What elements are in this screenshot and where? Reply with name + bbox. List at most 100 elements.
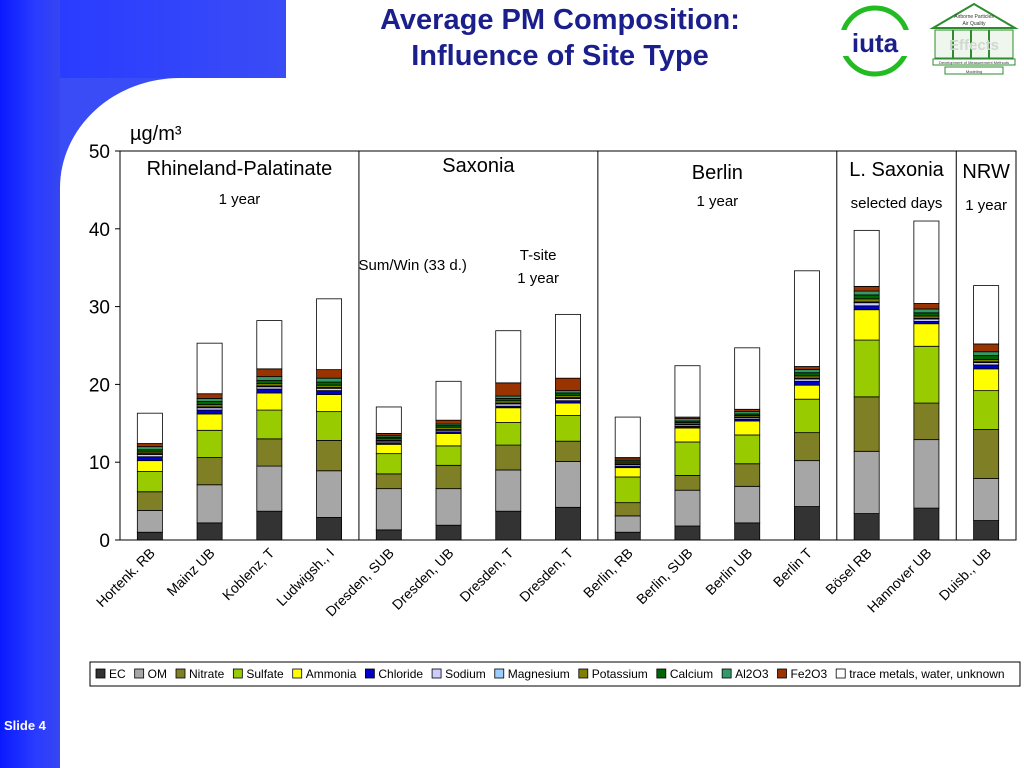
bar-segment: [375, 453, 402, 475]
bar-segment: [614, 502, 641, 517]
legend-entry: Al2O3: [735, 667, 769, 681]
bar-segment: [435, 524, 462, 541]
legend-entry: Fe2O3: [791, 667, 828, 681]
legend-entry: Calcium: [670, 667, 713, 681]
bar-segment: [256, 409, 283, 440]
iuta-logo: iuta: [835, 5, 915, 77]
bar-segment: [853, 229, 880, 287]
bar-segment: [495, 469, 522, 512]
bar-segment: [136, 412, 163, 444]
bar-segment: [196, 413, 223, 431]
bar-segment: [853, 298, 880, 303]
legend-entry: Sodium: [445, 667, 486, 681]
bar-segment: [375, 529, 402, 541]
bar-segment: [793, 372, 820, 377]
bar-segment: [793, 380, 820, 386]
bar-segment: [136, 460, 163, 472]
region-label: Berlin: [692, 162, 743, 184]
bar-segment: [495, 422, 522, 446]
x-tick-label: Berlin, SUB: [633, 545, 695, 607]
y-tick-label: 40: [89, 220, 110, 241]
region-note: 1 year: [219, 191, 261, 208]
bar-segment: [734, 434, 761, 465]
bar-segment: [793, 270, 820, 367]
region-note: 1 year: [965, 197, 1007, 214]
temple-word: Effects: [949, 37, 999, 54]
bar-segment: [256, 465, 283, 512]
bar-segment: [555, 506, 581, 541]
region-note: 1 year: [696, 193, 738, 210]
bar-segment: [495, 382, 522, 397]
legend-entry: Potassium: [592, 667, 648, 681]
bar-segment: [853, 450, 880, 514]
x-tick-label: Bösel RB: [822, 545, 875, 598]
bar-segment: [196, 409, 223, 415]
bar-segment: [793, 460, 820, 507]
x-tick-label: Duisb., UB: [936, 545, 995, 604]
bar-segment: [614, 515, 641, 533]
bar-segment: [136, 471, 163, 493]
bar-segment: [734, 420, 761, 436]
bar-segment: [973, 351, 1000, 357]
legend-swatch: [494, 668, 505, 679]
bar-segment: [256, 368, 283, 378]
bar-segment: [136, 531, 163, 541]
x-tick-label: Berlin UB: [702, 545, 755, 598]
x-tick-label: Ludwigsh., I: [273, 545, 337, 609]
bar-segment: [256, 376, 283, 381]
bar-segment: [853, 309, 880, 341]
region-label: NRW: [962, 161, 1010, 183]
bar-segment: [853, 339, 880, 398]
top-band: [60, 0, 286, 78]
bar-segment: [853, 285, 880, 292]
bar-segment: [196, 393, 223, 399]
bar-segment: [136, 510, 163, 533]
title-line-1: Average PM Composition:: [380, 4, 740, 36]
bar-segment: [973, 520, 1000, 541]
legend-swatch: [431, 668, 442, 679]
bar-segment: [734, 347, 761, 410]
legend-swatch: [656, 668, 667, 679]
temple-header: Airborne Particles: [954, 14, 994, 20]
legend-box: [89, 661, 1021, 687]
bar-segment: [256, 438, 283, 467]
bar-segment: [136, 491, 163, 511]
bar-segment: [375, 473, 402, 490]
bar-segment: [435, 380, 462, 421]
bar-segment: [913, 507, 940, 541]
bar-segment: [136, 446, 163, 451]
bar-segment: [793, 366, 820, 371]
bar-segment: [674, 365, 701, 418]
bar-segment: [316, 517, 343, 541]
y-tick-label: 50: [89, 142, 110, 163]
sidebar-band: [0, 0, 60, 768]
y-tick-label: 30: [89, 298, 110, 319]
bar-segment: [555, 440, 581, 462]
bar-segment: [734, 485, 761, 524]
legend-entry: EC: [109, 667, 126, 681]
bar-segment: [674, 489, 701, 527]
bar-segment: [913, 439, 940, 509]
legend-entry: Chloride: [378, 667, 423, 681]
legend-entry: Ammonia: [306, 667, 357, 681]
slide-title: Average PM Composition: Influence of Sit…: [300, 2, 820, 74]
bar-segment: [614, 416, 641, 458]
x-tick-label: Dresden, T: [456, 544, 516, 604]
bar-segment: [316, 381, 343, 386]
bar-segment: [614, 531, 641, 541]
legend-entry: Magnesium: [508, 667, 570, 681]
bar-segment: [734, 463, 761, 487]
bar-segment: [793, 398, 820, 434]
temple-header-2: Air Quality: [962, 21, 986, 27]
region-note-2a: T-site: [520, 247, 557, 264]
x-tick-label: Dresden, UB: [389, 545, 457, 613]
x-tick-label: Berlin, RB: [580, 545, 636, 601]
legend-swatch: [292, 668, 303, 679]
bar-segment: [793, 506, 820, 541]
bar-segment: [435, 433, 462, 447]
bar-segment: [316, 411, 343, 441]
slide-number: Slide 4: [4, 718, 46, 733]
bar-segment: [614, 476, 641, 504]
bar-segment: [973, 355, 1000, 360]
